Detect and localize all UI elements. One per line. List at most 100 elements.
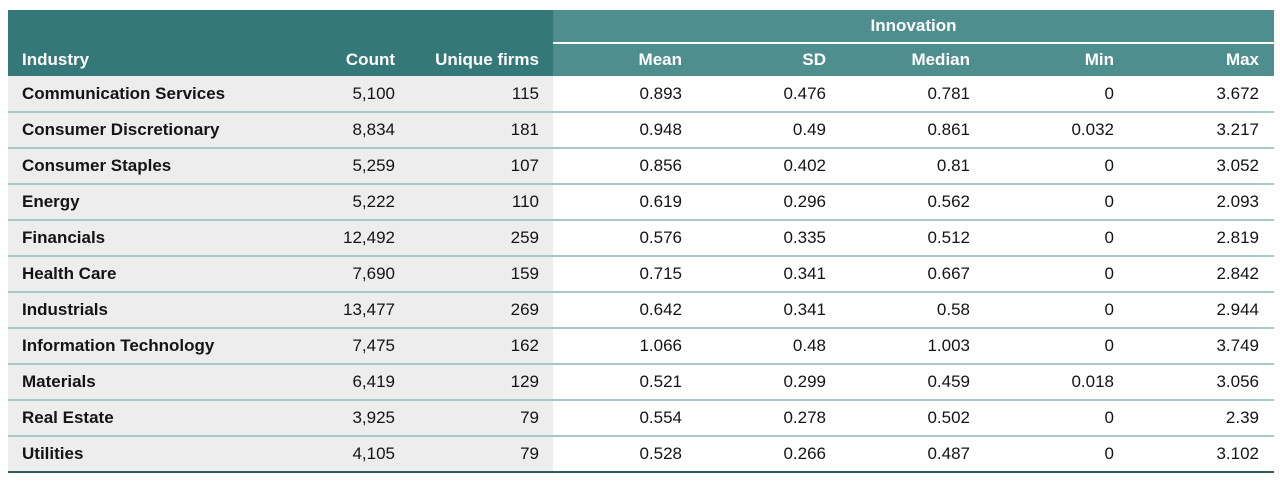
cell-count: 3,925 [250,399,408,436]
column-header-sd: SD [697,43,841,76]
column-header-median: Median [841,43,985,76]
cell-industry: Information Technology [8,327,250,364]
table-row: Real Estate 3,925 79 0.554 0.278 0.502 0 2.39 [8,399,1275,436]
cell-sd: 0.335 [697,219,841,256]
industry-innovation-summary: Innovation Industry Count Unique firms M… [8,10,1280,473]
industry-innovation-table: Innovation Industry Count Unique firms M… [8,10,1275,473]
cell-max: 2.944 [1129,291,1275,328]
cell-max: 3.749 [1129,327,1275,364]
cell-unique-firms: 159 [408,255,553,292]
cell-unique-firms: 162 [408,327,553,364]
table-header: Innovation Industry Count Unique firms M… [8,10,1275,76]
cell-median: 0.562 [841,183,985,220]
cell-sd: 0.278 [697,399,841,436]
cell-mean: 0.521 [553,363,697,400]
cell-count: 7,690 [250,255,408,292]
cell-industry: Health Care [8,255,250,292]
column-header-min: Min [985,43,1129,76]
cell-unique-firms: 115 [408,76,553,112]
cell-max: 3.056 [1129,363,1275,400]
cell-min: 0 [985,183,1129,220]
cell-industry: Utilities [8,435,250,473]
cell-min: 0.018 [985,363,1129,400]
cell-min: 0 [985,147,1129,184]
cell-industry: Energy [8,183,250,220]
column-header-count: Count [250,43,408,76]
cell-max: 2.093 [1129,183,1275,220]
cell-unique-firms: 269 [408,291,553,328]
table-row: Consumer Staples 5,259 107 0.856 0.402 0.81 0 3… [8,147,1275,184]
cell-min: 0 [985,76,1129,112]
column-header-max: Max [1129,43,1275,76]
cell-count: 4,105 [250,435,408,473]
cell-median: 0.459 [841,363,985,400]
cell-median: 0.861 [841,111,985,148]
cell-max: 2.819 [1129,219,1275,256]
cell-unique-firms: 259 [408,219,553,256]
cell-industry: Materials [8,363,250,400]
cell-unique-firms: 181 [408,111,553,148]
cell-min: 0 [985,219,1129,256]
cell-mean: 0.554 [553,399,697,436]
cell-min: 0 [985,435,1129,473]
column-header-row: Industry Count Unique firms Mean SD Medi… [8,43,1275,76]
cell-unique-firms: 110 [408,183,553,220]
cell-count: 13,477 [250,291,408,328]
cell-max: 3.052 [1129,147,1275,184]
cell-median: 1.003 [841,327,985,364]
cell-industry: Financials [8,219,250,256]
cell-median: 0.487 [841,435,985,473]
cell-count: 5,100 [250,76,408,112]
cell-sd: 0.266 [697,435,841,473]
cell-max: 2.842 [1129,255,1275,292]
cell-mean: 0.948 [553,111,697,148]
column-header-mean: Mean [553,43,697,76]
cell-mean: 0.715 [553,255,697,292]
cell-median: 0.81 [841,147,985,184]
cell-industry: Industrials [8,291,250,328]
table-row: Financials 12,492 259 0.576 0.335 0.512 0 2.819 [8,219,1275,256]
table-body: Communication Services 5,100 115 0.893 0.476… [8,76,1275,473]
table-row: Health Care 7,690 159 0.715 0.341 0.667 0 2.842 [8,255,1275,292]
cell-unique-firms: 129 [408,363,553,400]
cell-mean: 1.066 [553,327,697,364]
cell-unique-firms: 79 [408,435,553,473]
cell-sd: 0.296 [697,183,841,220]
cell-max: 3.217 [1129,111,1275,148]
table-row: Consumer Discretionary 8,834 181 0.948 0.49 0… [8,111,1275,148]
group-header-row: Innovation [8,10,1275,44]
cell-sd: 0.341 [697,291,841,328]
cell-sd: 0.476 [697,76,841,112]
cell-mean: 0.528 [553,435,697,473]
cell-mean: 0.642 [553,291,697,328]
table-row: Communication Services 5,100 115 0.893 0.476… [8,76,1275,112]
cell-sd: 0.402 [697,147,841,184]
column-header-industry: Industry [8,43,250,76]
cell-min: 0 [985,399,1129,436]
cell-median: 0.512 [841,219,985,256]
cell-unique-firms: 107 [408,147,553,184]
cell-median: 0.502 [841,399,985,436]
cell-median: 0.58 [841,291,985,328]
cell-industry: Consumer Discretionary [8,111,250,148]
cell-industry: Communication Services [8,76,250,112]
cell-count: 8,834 [250,111,408,148]
table-row: Information Technology 7,475 162 1.066 0.48 1… [8,327,1275,364]
cell-sd: 0.299 [697,363,841,400]
cell-industry: Real Estate [8,399,250,436]
cell-median: 0.781 [841,76,985,112]
cell-mean: 0.856 [553,147,697,184]
cell-max: 3.672 [1129,76,1275,112]
cell-count: 6,419 [250,363,408,400]
cell-median: 0.667 [841,255,985,292]
cell-mean: 0.893 [553,76,697,112]
header-spacer [8,10,553,43]
column-header-unique-firms: Unique firms [408,43,553,76]
cell-count: 12,492 [250,219,408,256]
innovation-group-header: Innovation [553,10,1275,44]
table-row: Industrials 13,477 269 0.642 0.341 0.58 0 2.944 [8,291,1275,328]
cell-min: 0 [985,291,1129,328]
cell-mean: 0.619 [553,183,697,220]
cell-min: 0 [985,327,1129,364]
table-row: Energy 5,222 110 0.619 0.296 0.562 0 2.093 [8,183,1275,220]
